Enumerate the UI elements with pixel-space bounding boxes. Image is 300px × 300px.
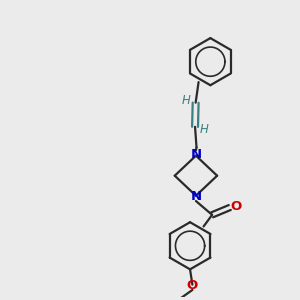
Text: H: H: [182, 94, 191, 107]
Text: O: O: [230, 200, 241, 213]
Text: N: N: [190, 190, 202, 203]
Text: H: H: [200, 123, 209, 136]
Text: N: N: [190, 148, 202, 161]
Text: O: O: [187, 279, 198, 292]
